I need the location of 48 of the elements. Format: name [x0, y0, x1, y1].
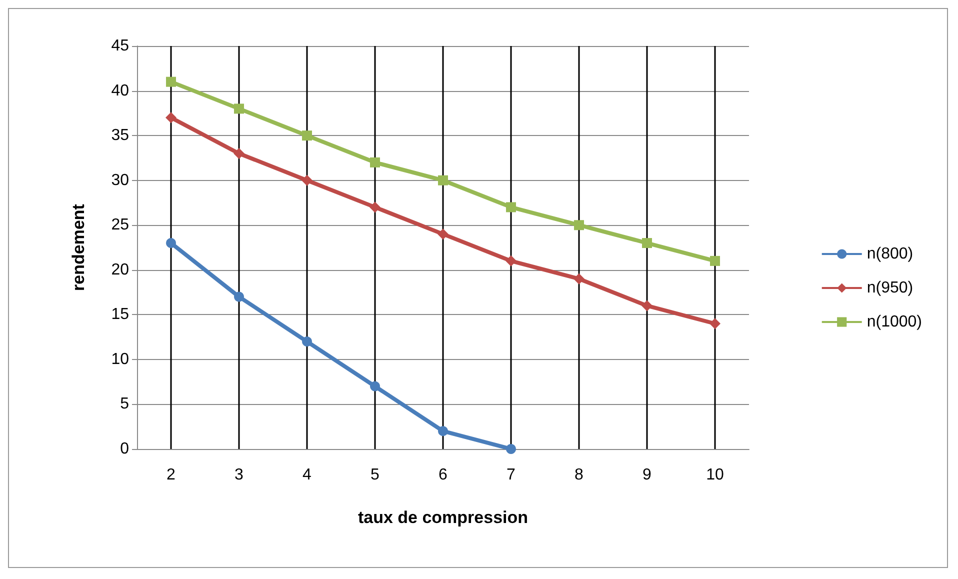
point: [370, 202, 380, 213]
point: [438, 228, 448, 240]
y-tick-label: 5: [120, 396, 130, 413]
point: [302, 336, 312, 347]
point: [302, 174, 312, 186]
x-tick-label: 8: [574, 466, 584, 484]
y-tick-label: 30: [111, 172, 130, 189]
legend-label: n(800): [866, 246, 914, 262]
point: [166, 238, 176, 248]
point: [642, 238, 652, 248]
y-tick-label: 15: [111, 306, 130, 324]
point: [370, 381, 380, 392]
y-tick-label: 25: [111, 216, 130, 234]
x-tick-label: 7: [506, 466, 516, 484]
x-tick-label: 2: [166, 466, 176, 484]
x-tick-label: 5: [370, 466, 380, 484]
point: [642, 300, 652, 312]
point: [574, 220, 584, 230]
point: [506, 202, 516, 212]
point: [710, 318, 720, 330]
x-tick-label: 6: [438, 466, 448, 484]
y-tick-label: 40: [111, 82, 130, 100]
point: [574, 273, 584, 284]
point: [166, 112, 176, 124]
point: [438, 175, 448, 186]
point: [166, 76, 176, 87]
y-tick-label: 45: [111, 38, 130, 54]
y-tick-label: 0: [120, 440, 130, 458]
point: [506, 444, 516, 454]
point: [302, 130, 312, 141]
point: [234, 148, 244, 159]
x-tick-label: 9: [642, 466, 652, 484]
y-tick-label: 20: [111, 261, 130, 278]
point: [438, 426, 448, 436]
point: [710, 256, 720, 266]
x-tick-label: 4: [302, 466, 312, 484]
point: [234, 104, 244, 114]
y-axis-title: rendement: [69, 204, 88, 291]
y-tick-label: 10: [111, 350, 130, 368]
point: [506, 255, 516, 266]
x-axis-title: taux de compression: [358, 508, 528, 527]
legend-label: n(1000): [866, 314, 922, 330]
point: [234, 292, 244, 302]
legend-label: n(950): [866, 280, 914, 296]
x-tick-label: 3: [234, 466, 244, 484]
y-tick-label: 35: [111, 127, 130, 144]
point: [370, 157, 380, 168]
x-tick-label: 10: [706, 466, 724, 484]
